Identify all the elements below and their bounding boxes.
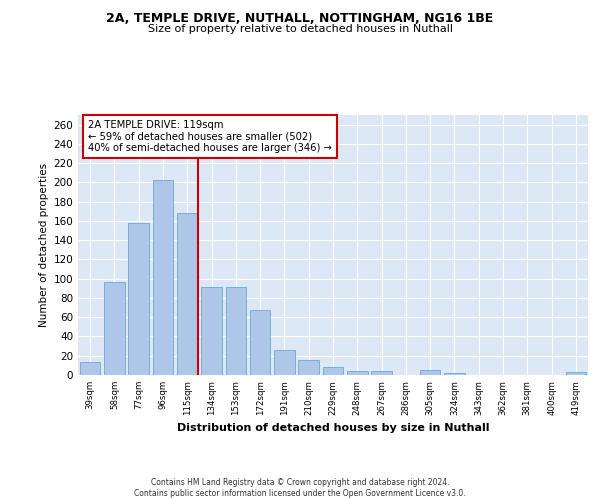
X-axis label: Distribution of detached houses by size in Nuthall: Distribution of detached houses by size … xyxy=(177,423,489,433)
Bar xyxy=(566,372,586,375)
Text: 2A, TEMPLE DRIVE, NUTHALL, NOTTINGHAM, NG16 1BE: 2A, TEMPLE DRIVE, NUTHALL, NOTTINGHAM, N… xyxy=(106,12,494,26)
Y-axis label: Number of detached properties: Number of detached properties xyxy=(39,163,49,327)
Bar xyxy=(323,368,343,375)
Bar xyxy=(201,288,222,375)
Bar xyxy=(420,370,440,375)
Bar xyxy=(250,310,271,375)
Bar xyxy=(177,213,197,375)
Bar xyxy=(298,360,319,375)
Bar xyxy=(444,373,465,375)
Text: 2A TEMPLE DRIVE: 119sqm
← 59% of detached houses are smaller (502)
40% of semi-d: 2A TEMPLE DRIVE: 119sqm ← 59% of detache… xyxy=(88,120,332,154)
Text: Contains HM Land Registry data © Crown copyright and database right 2024.
Contai: Contains HM Land Registry data © Crown c… xyxy=(134,478,466,498)
Bar xyxy=(104,282,125,375)
Bar xyxy=(152,180,173,375)
Bar xyxy=(80,362,100,375)
Text: Size of property relative to detached houses in Nuthall: Size of property relative to detached ho… xyxy=(148,24,452,34)
Bar xyxy=(274,350,295,375)
Bar xyxy=(226,288,246,375)
Bar xyxy=(371,371,392,375)
Bar xyxy=(347,371,368,375)
Bar xyxy=(128,223,149,375)
